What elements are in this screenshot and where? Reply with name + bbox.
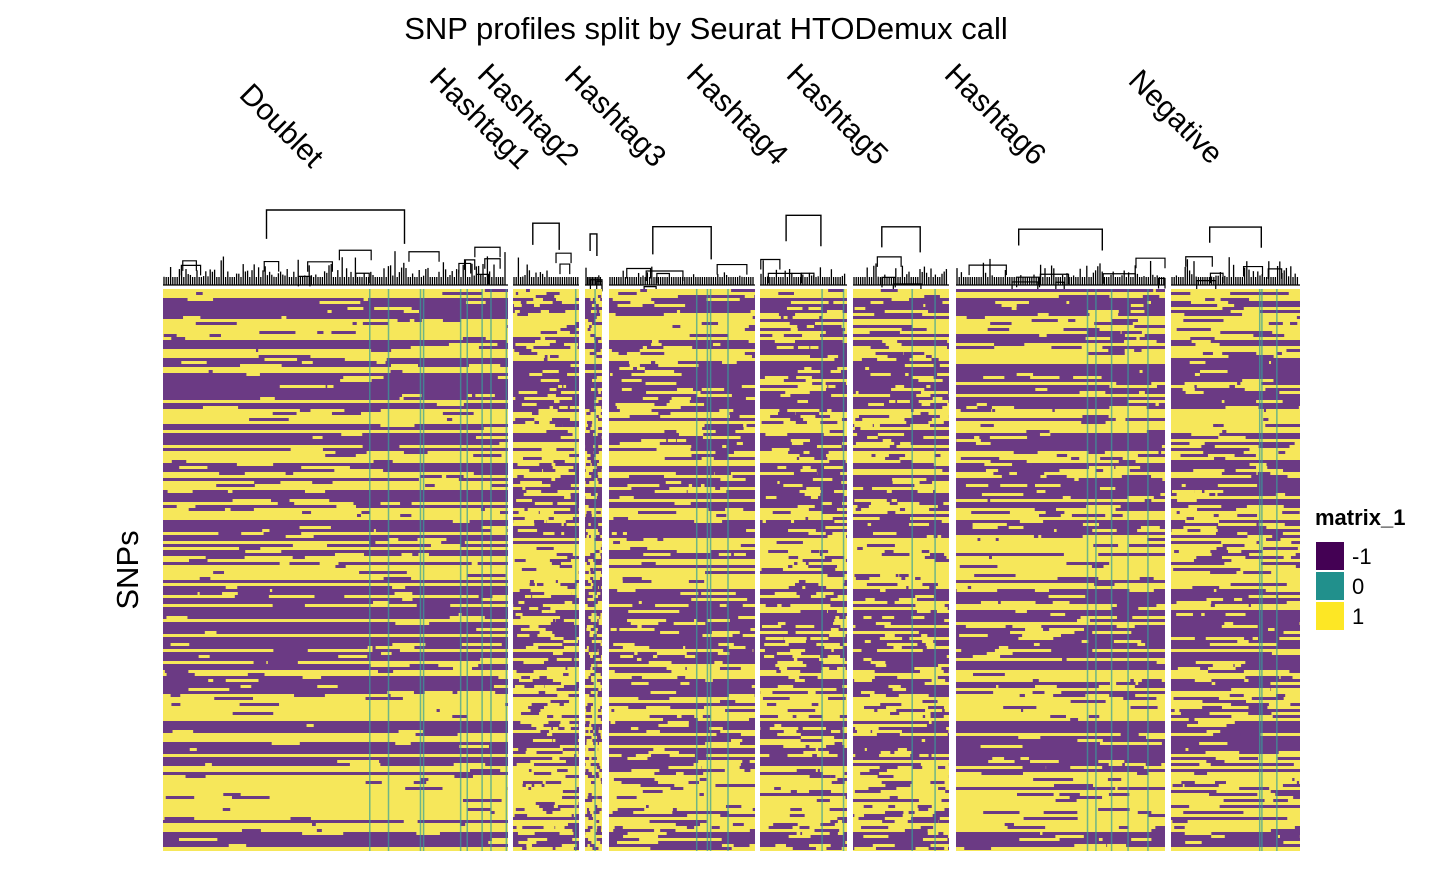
dendrogram-hashtag5 bbox=[853, 227, 949, 294]
heatmap-panel-hashtag5 bbox=[853, 289, 949, 851]
dendrogram-hashtag3 bbox=[609, 227, 755, 297]
column-group-label: Hashtag4 bbox=[680, 58, 794, 172]
column-group-label: Hashtag6 bbox=[938, 58, 1052, 172]
heatmap-panels bbox=[163, 289, 1300, 851]
heatmap-panel-hashtag1 bbox=[513, 289, 579, 851]
heatmap-panel-hashtag3 bbox=[609, 289, 755, 851]
column-dendrograms bbox=[163, 210, 1300, 297]
y-axis-label: SNPs bbox=[110, 530, 145, 609]
heatmap-panel-doublet bbox=[163, 289, 508, 851]
legend-label: -1 bbox=[1352, 544, 1372, 569]
chart-title: SNP profiles split by Seurat HTODemux ca… bbox=[404, 11, 1008, 46]
legend: matrix_1 -1 0 1 bbox=[1315, 505, 1406, 630]
legend-swatch bbox=[1316, 602, 1344, 630]
heatmap-panel-hashtag6 bbox=[956, 289, 1165, 851]
dendrogram-hashtag1 bbox=[513, 223, 579, 285]
dendrogram-hashtag6 bbox=[956, 229, 1165, 292]
legend-swatch bbox=[1316, 572, 1344, 600]
dendrogram-hashtag4 bbox=[760, 215, 847, 285]
heatmap-panel-negative bbox=[1171, 289, 1300, 851]
heatmap-panel-hashtag4 bbox=[760, 289, 847, 851]
column-group-label: Doublet bbox=[233, 78, 330, 175]
legend-swatch bbox=[1316, 542, 1344, 570]
column-group-label: Negative bbox=[1122, 64, 1229, 171]
legend-label: 0 bbox=[1352, 574, 1364, 599]
legend-label: 1 bbox=[1352, 604, 1364, 629]
column-group-label: Hashtag5 bbox=[780, 58, 894, 172]
legend-title: matrix_1 bbox=[1315, 505, 1406, 530]
dendrogram-negative bbox=[1171, 227, 1300, 291]
dendrogram-doublet bbox=[163, 210, 508, 286]
dendrogram-hashtag2 bbox=[585, 234, 602, 291]
heatmap-panel-hashtag2 bbox=[585, 289, 602, 851]
